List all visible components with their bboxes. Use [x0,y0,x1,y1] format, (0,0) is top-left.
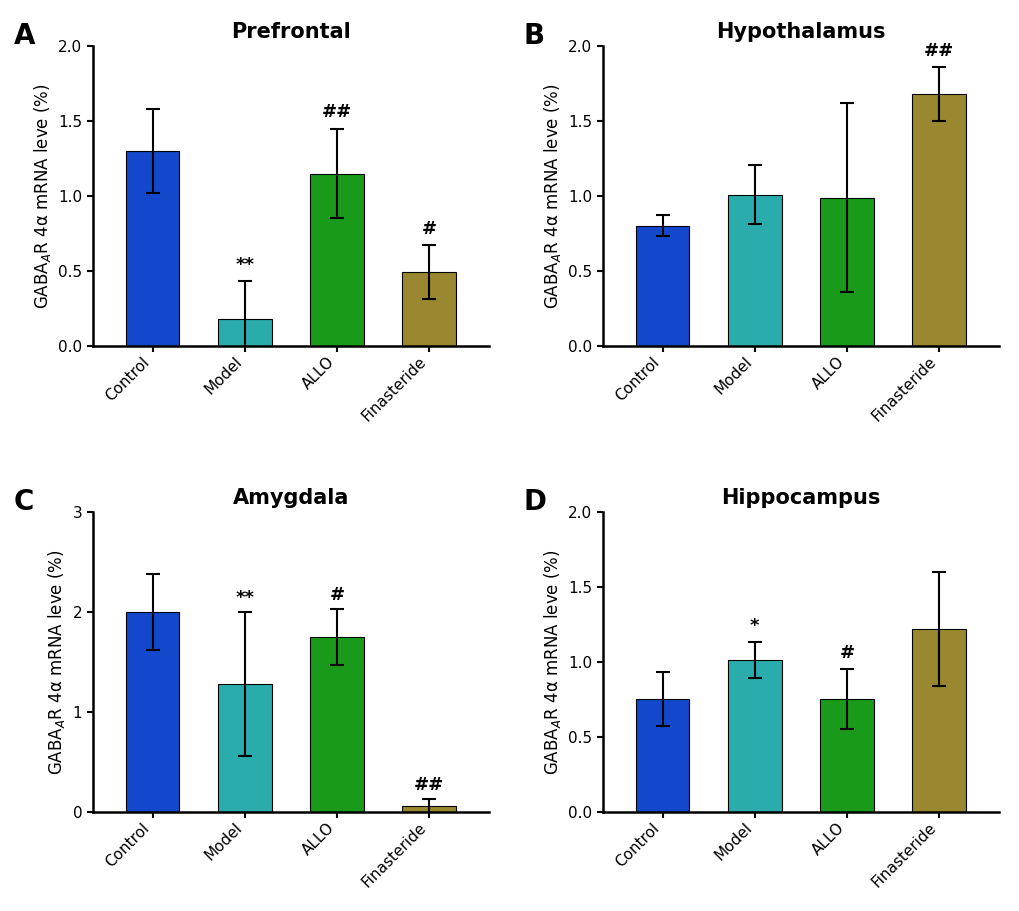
Text: #: # [421,220,436,238]
Bar [728,195,781,346]
Text: D: D [523,488,546,517]
Text: #: # [329,586,344,604]
Title: Hypothalamus: Hypothalamus [715,22,884,42]
Bar [125,612,179,812]
Text: ##: ## [923,42,954,60]
Bar [912,629,965,812]
Text: C: C [13,488,34,517]
Y-axis label: GABA$_A$R 4α mRNA leve (%): GABA$_A$R 4α mRNA leve (%) [541,549,562,775]
Bar [819,198,873,346]
Text: ##: ## [414,775,444,793]
Y-axis label: GABA$_A$R 4α mRNA leve (%): GABA$_A$R 4α mRNA leve (%) [541,83,562,309]
Title: Amygdala: Amygdala [232,488,348,508]
Y-axis label: GABA$_A$R 4α mRNA leve (%): GABA$_A$R 4α mRNA leve (%) [46,549,67,775]
Text: B: B [523,23,544,50]
Text: #: # [839,644,854,662]
Bar [218,319,271,346]
Bar [218,684,271,812]
Text: **: ** [235,256,254,274]
Bar [403,272,455,346]
Text: **: ** [235,589,254,607]
Bar [310,637,364,812]
Bar [819,700,873,812]
Bar [635,700,689,812]
Text: ##: ## [322,103,352,121]
Bar [912,94,965,346]
Text: *: * [749,617,759,635]
Text: A: A [13,23,35,50]
Bar [403,805,455,812]
Bar [125,151,179,346]
Bar [635,226,689,346]
Bar [310,174,364,346]
Y-axis label: GABA$_A$R 4α mRNA leve (%): GABA$_A$R 4α mRNA leve (%) [32,83,53,309]
Title: Prefrontal: Prefrontal [231,22,351,42]
Title: Hippocampus: Hippocampus [720,488,879,508]
Bar [728,660,781,812]
